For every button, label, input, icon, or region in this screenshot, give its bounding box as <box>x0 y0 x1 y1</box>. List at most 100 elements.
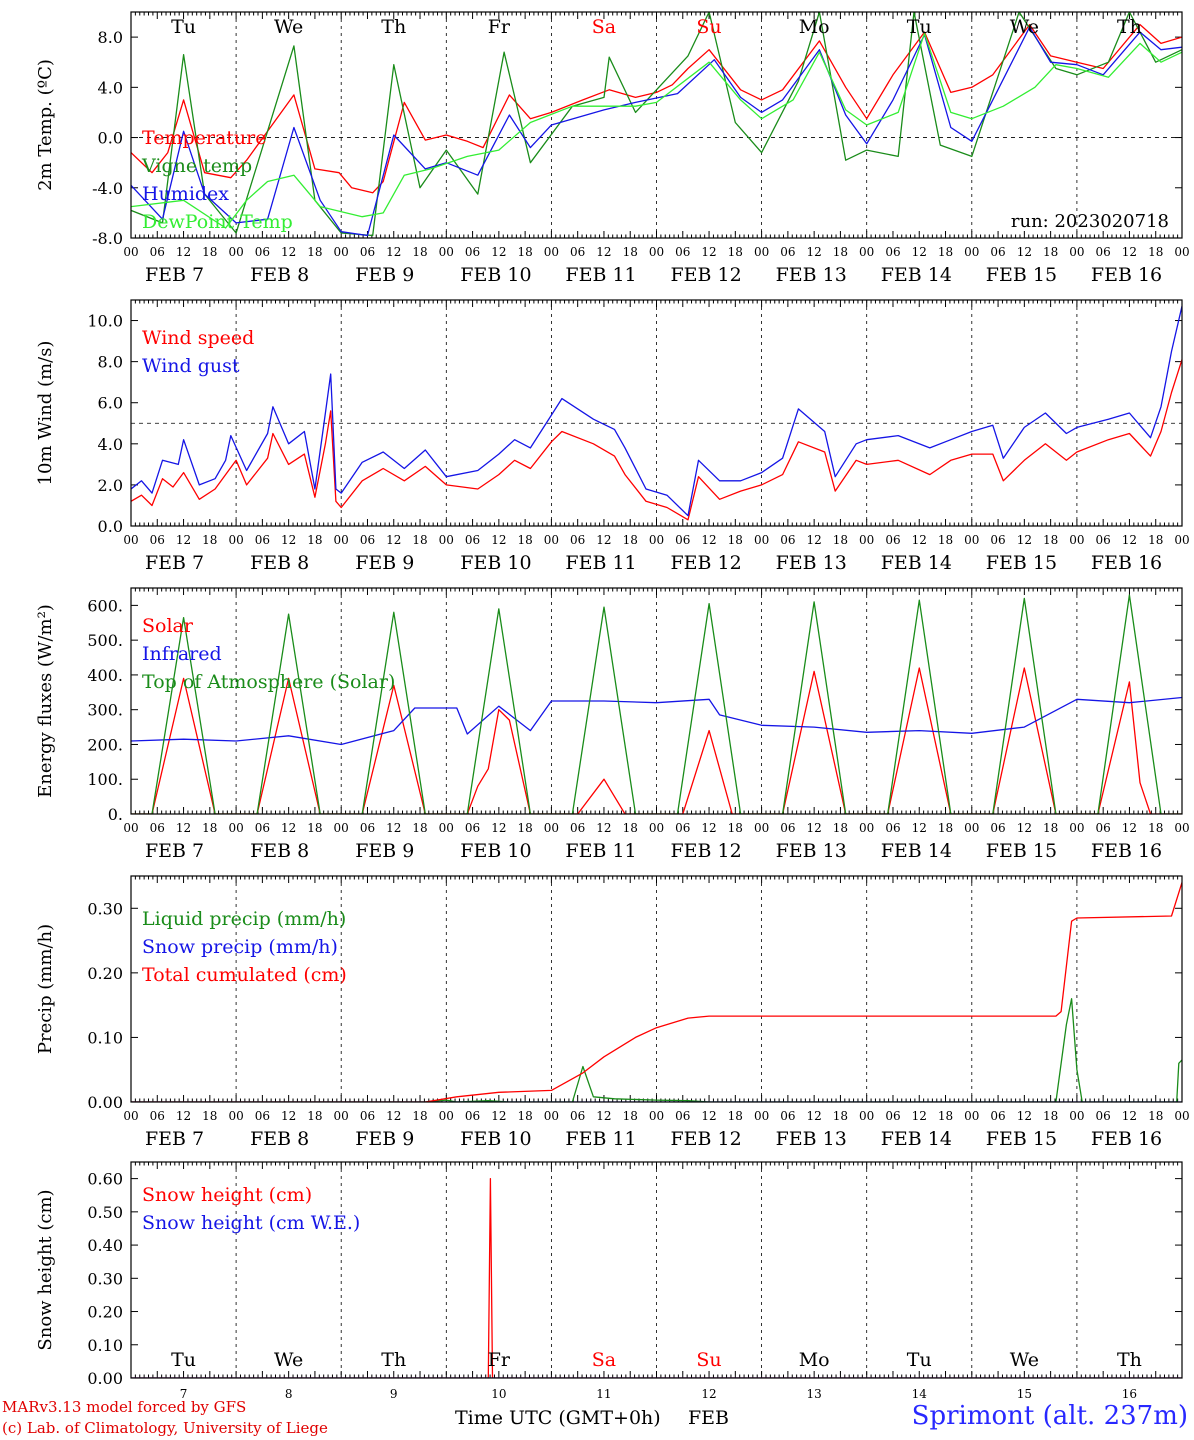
day-number-label: 9 <box>390 1387 398 1401</box>
legend-infrared: Infrared <box>142 643 222 665</box>
station-label: Sprimont (alt. 237m) <box>911 1401 1188 1431</box>
run-label: run: 2023020718 <box>1011 211 1169 232</box>
hour-label: 06 <box>360 1109 375 1123</box>
hour-label: 12 <box>912 821 927 835</box>
date-label: FEB 13 <box>776 840 847 862</box>
hour-label: 12 <box>701 1109 716 1123</box>
date-label: FEB 15 <box>986 840 1057 862</box>
hour-label: 00 <box>754 533 769 547</box>
hour-label: 00 <box>1174 821 1189 835</box>
date-label: FEB 8 <box>250 552 309 574</box>
panel-wind: 0.0 2.0 4.0 6.0 8.0 10.0 10m Wind (m/s) Wind sp… <box>35 299 1190 574</box>
hour-label: 00 <box>859 821 874 835</box>
weekday-label: Fr <box>488 16 511 38</box>
date-label: FEB 11 <box>565 840 636 862</box>
hour-label: 06 <box>570 533 585 547</box>
hour-label: 18 <box>728 1109 743 1123</box>
series-total-cumulated-cm- <box>131 882 1182 1102</box>
weekday-label: Th <box>381 16 406 38</box>
legend-humidex: Humidex <box>142 183 229 205</box>
y-tick-label: 300. <box>87 701 123 720</box>
hour-label: 18 <box>202 821 217 835</box>
y-tick-label: 0.0 <box>98 517 123 536</box>
date-label: FEB 8 <box>250 264 309 286</box>
x-axis-month: FEB <box>688 1407 729 1429</box>
panel-precip: 0.00 0.10 0.20 0.30 Precip (mm/h) Liquid prec… <box>35 875 1190 1150</box>
date-label: FEB 13 <box>776 264 847 286</box>
hour-label: 12 <box>807 1109 822 1123</box>
weekday-label: Tu <box>907 16 932 38</box>
date-label: FEB 7 <box>145 552 204 574</box>
hour-label: 12 <box>701 533 716 547</box>
day-number-label: 15 <box>1017 1387 1032 1401</box>
hour-label: 18 <box>1148 533 1163 547</box>
weekday-label: We <box>1010 1349 1039 1371</box>
hour-label: 00 <box>544 245 559 259</box>
hour-label: 18 <box>1148 245 1163 259</box>
hour-label: 12 <box>176 245 191 259</box>
day-number-label: 10 <box>491 1387 506 1401</box>
hour-label: 18 <box>938 245 953 259</box>
weekday-label: Th <box>381 1349 406 1371</box>
hour-label: 18 <box>202 533 217 547</box>
hour-label: 12 <box>491 1109 506 1123</box>
date-label: FEB 10 <box>460 264 531 286</box>
hour-label: 00 <box>544 533 559 547</box>
plot-frame <box>130 875 1183 1103</box>
y-tick-label: 6.0 <box>98 394 123 413</box>
date-label: FEB 16 <box>1091 264 1162 286</box>
hour-label: 18 <box>833 245 848 259</box>
date-label: FEB 13 <box>776 1128 847 1150</box>
hour-label: 18 <box>623 533 638 547</box>
hour-label: 12 <box>596 533 611 547</box>
hour-label: 00 <box>439 1109 454 1123</box>
hour-label: 12 <box>281 533 296 547</box>
hour-label: 06 <box>465 821 480 835</box>
hour-label: 12 <box>491 821 506 835</box>
y-tick-label: 4.0 <box>98 435 123 454</box>
plot-frame <box>130 587 1183 815</box>
panel-snow: 0.00 0.10 0.20 0.30 0.40 0.50 0.60 Snow height … <box>35 1161 1183 1429</box>
hour-label: 12 <box>1017 1109 1032 1123</box>
hour-label: 18 <box>307 821 322 835</box>
hour-label: 06 <box>885 1109 900 1123</box>
hour-label: 12 <box>176 1109 191 1123</box>
hour-label: 00 <box>439 533 454 547</box>
hour-label: 12 <box>807 245 822 259</box>
hour-label: 06 <box>675 1109 690 1123</box>
legend-temperature: Temperature <box>142 127 266 149</box>
hour-label: 00 <box>754 245 769 259</box>
date-label: FEB 14 <box>881 840 952 862</box>
hour-label: 18 <box>728 821 743 835</box>
y-tick-label: 0. <box>108 805 123 824</box>
x-axis-title: Time UTC (GMT+0h) <box>455 1407 661 1429</box>
hour-label: 00 <box>334 1109 349 1123</box>
hour-label: 18 <box>623 821 638 835</box>
weekday-label: Su <box>696 16 721 38</box>
hour-label: 06 <box>150 245 165 259</box>
hour-label: 12 <box>281 1109 296 1123</box>
footer-model-line: MARv3.13 model forced by GFS <box>2 1398 247 1416</box>
legend-wind-speed: Wind speed <box>142 327 254 349</box>
hour-label: 06 <box>570 1109 585 1123</box>
y-axis-label: 10m Wind (m/s) <box>35 341 56 486</box>
y-tick-label: 100. <box>87 770 123 789</box>
hour-label: 18 <box>517 1109 532 1123</box>
hour-label: 12 <box>596 245 611 259</box>
hour-label: 12 <box>281 245 296 259</box>
weekday-label: Su <box>696 1349 721 1371</box>
hour-label: 12 <box>701 245 716 259</box>
date-label: FEB 13 <box>776 552 847 574</box>
y-tick-label: 600. <box>87 596 123 615</box>
hour-label: 06 <box>360 533 375 547</box>
date-label: FEB 7 <box>145 840 204 862</box>
legend-total-cumulated-cm-: Total cumulated (cm) <box>142 964 347 986</box>
weekday-label: Fr <box>488 1349 511 1371</box>
hour-label: 00 <box>439 821 454 835</box>
hour-label: 00 <box>649 1109 664 1123</box>
weekday-label: Sa <box>592 1349 616 1371</box>
hour-label: 18 <box>517 245 532 259</box>
hour-label: 12 <box>596 1109 611 1123</box>
date-label: FEB 14 <box>881 1128 952 1150</box>
plot-frame <box>130 11 1183 239</box>
